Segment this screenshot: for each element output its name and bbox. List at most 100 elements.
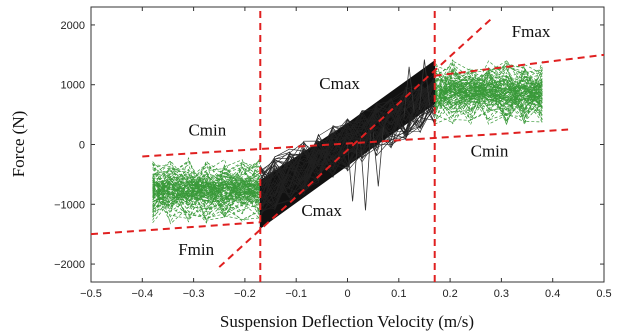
x-tick-label: −0.4 xyxy=(131,288,153,300)
green-trace xyxy=(434,68,543,116)
green-trace xyxy=(434,58,543,111)
green-trace xyxy=(152,175,261,211)
green-trace xyxy=(152,160,261,204)
green-trace xyxy=(152,162,261,213)
green-trace xyxy=(434,91,543,113)
green-trace xyxy=(434,87,543,107)
black-trace xyxy=(260,97,435,206)
green-trace xyxy=(434,87,543,109)
reference-lines-layer xyxy=(90,7,605,282)
x-tick-label: −0.3 xyxy=(183,288,205,300)
green-trace xyxy=(434,80,543,123)
green-trace xyxy=(152,181,261,215)
green-trace xyxy=(152,171,261,218)
black-scatter-layer xyxy=(259,59,436,230)
black-trace xyxy=(260,85,435,204)
y-tick-label: 1000 xyxy=(61,80,85,92)
green-trace xyxy=(434,87,543,110)
green-trace xyxy=(152,177,261,217)
green-trace xyxy=(152,163,261,212)
black-trace xyxy=(260,87,435,196)
black-trace xyxy=(260,81,435,191)
black-trace xyxy=(260,77,435,190)
green-trace xyxy=(152,187,261,218)
green-trace xyxy=(434,67,543,111)
green-trace xyxy=(434,61,543,114)
green-trace xyxy=(434,82,543,121)
green-trace xyxy=(152,156,261,212)
green-trace xyxy=(152,181,261,221)
green-trace xyxy=(152,179,261,213)
black-trace xyxy=(260,81,435,196)
green-trace xyxy=(152,166,261,197)
green-trace xyxy=(152,182,261,220)
green-trace xyxy=(434,80,543,113)
green-trace xyxy=(152,171,261,199)
green-trace xyxy=(152,180,261,213)
x-tick-label: 0.4 xyxy=(545,288,560,300)
y-tick-label: 0 xyxy=(79,140,85,152)
annotations-layer: Fmax Cmax Cmin Cmin Cmax Fmin xyxy=(178,22,551,259)
green-trace xyxy=(434,69,543,118)
green-trace xyxy=(434,66,543,102)
annotation-label: Cmin xyxy=(188,121,226,140)
green-trace xyxy=(152,167,261,200)
green-trace xyxy=(152,168,261,206)
green-trace xyxy=(434,74,543,114)
green-trace xyxy=(152,168,261,205)
black-outlier xyxy=(347,139,359,202)
green-trace xyxy=(434,84,543,123)
black-trace xyxy=(260,102,435,193)
green-trace xyxy=(152,166,261,196)
annotation-label: Fmin xyxy=(178,240,214,259)
x-tick-label: 0.1 xyxy=(391,288,406,300)
annotation-label: Fmax xyxy=(512,22,551,41)
green-trace xyxy=(152,160,261,199)
green-trace xyxy=(152,173,261,217)
green-trace xyxy=(152,160,261,210)
green-trace xyxy=(434,71,543,101)
black-trace xyxy=(260,109,435,198)
green-trace xyxy=(152,173,261,223)
green-trace xyxy=(434,60,543,98)
green-trace xyxy=(152,176,261,196)
reference-line xyxy=(434,53,605,77)
black-outlier xyxy=(403,66,415,118)
green-trace xyxy=(434,70,543,110)
green-trace xyxy=(434,64,543,104)
black-trace xyxy=(260,99,435,217)
green-trace xyxy=(434,77,543,124)
green-trace xyxy=(434,77,543,109)
black-outlier xyxy=(372,127,384,187)
green-trace xyxy=(434,88,543,112)
black-trace xyxy=(260,86,435,205)
green-trace xyxy=(434,85,543,123)
green-trace xyxy=(434,66,543,111)
green-trace xyxy=(152,183,261,220)
green-trace xyxy=(434,65,543,102)
green-trace xyxy=(152,180,261,221)
reference-line xyxy=(90,221,261,236)
green-trace xyxy=(152,173,261,206)
x-tick-label: 0 xyxy=(344,288,350,300)
green-trace xyxy=(152,176,261,207)
green-trace xyxy=(152,176,261,201)
green-trace xyxy=(434,77,543,125)
green-trace xyxy=(434,68,543,111)
black-outlier xyxy=(418,59,430,111)
x-tick-label: −0.2 xyxy=(234,288,256,300)
green-trace xyxy=(152,167,261,194)
y-tick-label: −1000 xyxy=(54,199,85,211)
green-trace xyxy=(434,71,543,115)
green-trace xyxy=(434,82,543,123)
green-trace xyxy=(152,163,261,198)
green-trace xyxy=(152,184,261,199)
green-trace xyxy=(152,187,261,216)
y-tick-label: 2000 xyxy=(61,20,85,32)
green-scatter-layer xyxy=(152,58,543,225)
x-tick-label: 0.5 xyxy=(596,288,611,300)
ticks-layer: −0.5 −0.4 −0.3 −0.2 −0.1 0 0.1 0.2 0.3 0.4 0.5 −200… xyxy=(54,7,612,300)
green-trace xyxy=(152,167,261,206)
green-trace xyxy=(152,181,261,198)
